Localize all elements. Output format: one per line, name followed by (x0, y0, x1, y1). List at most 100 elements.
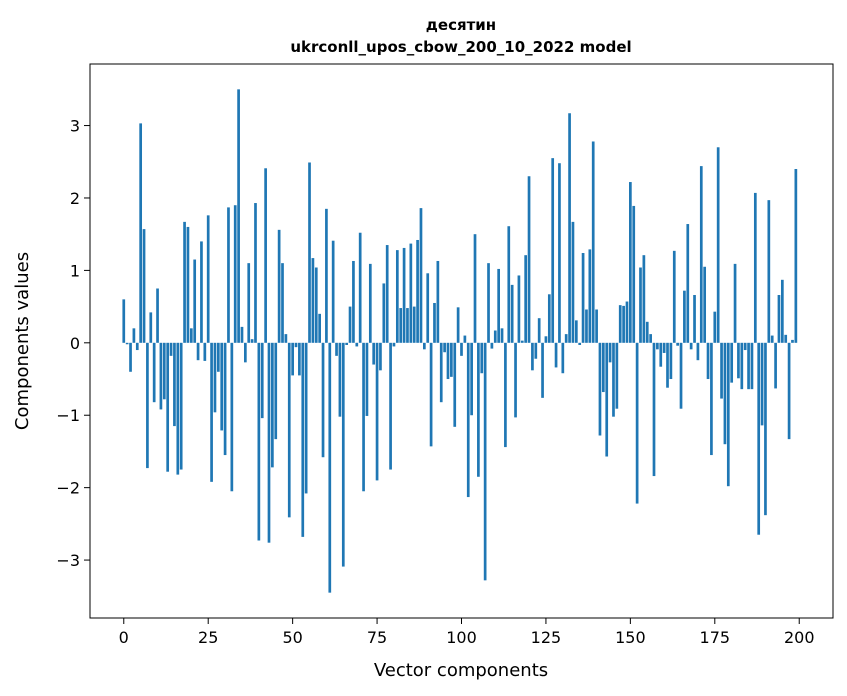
bar-159 (659, 342, 663, 367)
bar-19 (186, 226, 190, 343)
bar-134 (574, 320, 578, 343)
bar-132 (568, 113, 571, 343)
bar-161 (666, 342, 669, 388)
bar-80 (392, 342, 396, 347)
bar-45 (274, 342, 278, 440)
bar-31 (227, 207, 230, 343)
bar-111 (497, 268, 500, 343)
bar-107 (483, 342, 487, 581)
bar-49 (287, 342, 291, 518)
bar-13 (166, 342, 170, 472)
bar-116 (514, 342, 517, 418)
x-tick-label: 25 (198, 628, 218, 647)
bar-102 (466, 342, 470, 498)
bar-55 (308, 162, 311, 343)
bar-84 (406, 308, 409, 343)
x-tick-label: 150 (615, 628, 646, 647)
bar-162 (669, 342, 673, 380)
bar-153 (639, 267, 642, 343)
y-axis-ticks: −3 −2 −1 0 1 2 3 (56, 117, 90, 570)
bar-28 (216, 342, 220, 372)
bar-92 (433, 302, 436, 343)
bar-42 (264, 168, 267, 343)
bar-104 (473, 234, 477, 343)
bar-39 (254, 203, 257, 343)
bar-33 (233, 205, 237, 343)
bar-137 (585, 309, 588, 343)
bar-46 (277, 229, 281, 343)
bar-126 (547, 294, 551, 343)
bar-94 (439, 342, 443, 403)
x-axis-ticks: 0 25 50 75 100 125 150 175 200 (119, 618, 815, 647)
y-tick-label: −1 (56, 406, 80, 425)
bar-101 (463, 335, 467, 343)
bar-99 (456, 307, 460, 343)
x-tick-label: 100 (446, 628, 477, 647)
y-tick-label: −2 (56, 479, 80, 498)
bar-47 (281, 263, 284, 343)
bar-32 (230, 342, 234, 492)
bar-3 (132, 328, 136, 343)
bar-142 (601, 342, 605, 393)
bar-123 (537, 318, 541, 343)
bar-105 (477, 342, 480, 477)
bar-21 (193, 259, 197, 343)
bar-184 (743, 342, 747, 351)
bar-193 (774, 342, 777, 389)
bar-176 (716, 147, 720, 343)
bar-172 (703, 266, 707, 343)
bar-122 (534, 342, 538, 359)
bar-186 (750, 342, 754, 390)
bar-64 (338, 342, 342, 417)
bar-140 (595, 309, 598, 343)
bar-152 (635, 342, 639, 504)
bar-78 (385, 245, 389, 343)
bar-138 (588, 249, 592, 343)
y-tick-label: 2 (70, 189, 80, 208)
bar-66 (345, 342, 349, 345)
bar-79 (389, 342, 392, 470)
bar-167 (686, 224, 690, 343)
bar-74 (372, 342, 376, 365)
bar-26 (210, 342, 213, 482)
bar-54 (304, 342, 308, 494)
bar-9 (152, 342, 156, 403)
bar-29 (220, 342, 224, 431)
bar-59 (321, 342, 325, 458)
bar-115 (510, 284, 514, 343)
bar-194 (777, 295, 781, 343)
bar-0 (122, 299, 126, 343)
bar-198 (791, 339, 794, 343)
bar-145 (612, 342, 615, 417)
bar-12 (162, 342, 166, 400)
bar-2 (129, 342, 132, 372)
bar-6 (142, 229, 146, 343)
bar-17 (179, 342, 183, 470)
bar-195 (780, 279, 784, 343)
bar-143 (605, 342, 609, 457)
bar-27 (213, 342, 217, 413)
plot-area-frame (89, 63, 834, 619)
bar-43 (267, 342, 271, 543)
bar-7 (146, 342, 149, 469)
bar-130 (561, 342, 565, 374)
bar-183 (740, 342, 744, 390)
bar-87 (416, 239, 419, 343)
bar-178 (723, 342, 727, 445)
bar-191 (767, 200, 771, 343)
bar-24 (203, 342, 207, 361)
bar-179 (726, 342, 730, 487)
bar-48 (284, 334, 288, 343)
bar-40 (257, 342, 261, 541)
bar-103 (470, 342, 473, 416)
bar-89 (423, 342, 426, 350)
chart-subtitle: ukrconll_upos_cbow_200_10_2022 model (290, 38, 631, 56)
x-tick-label: 0 (119, 628, 129, 647)
bar-81 (395, 250, 399, 343)
bar-57 (314, 267, 318, 343)
bar-98 (453, 342, 457, 427)
x-tick-label: 175 (700, 628, 731, 647)
bar-180 (730, 342, 734, 383)
bar-182 (737, 342, 740, 379)
